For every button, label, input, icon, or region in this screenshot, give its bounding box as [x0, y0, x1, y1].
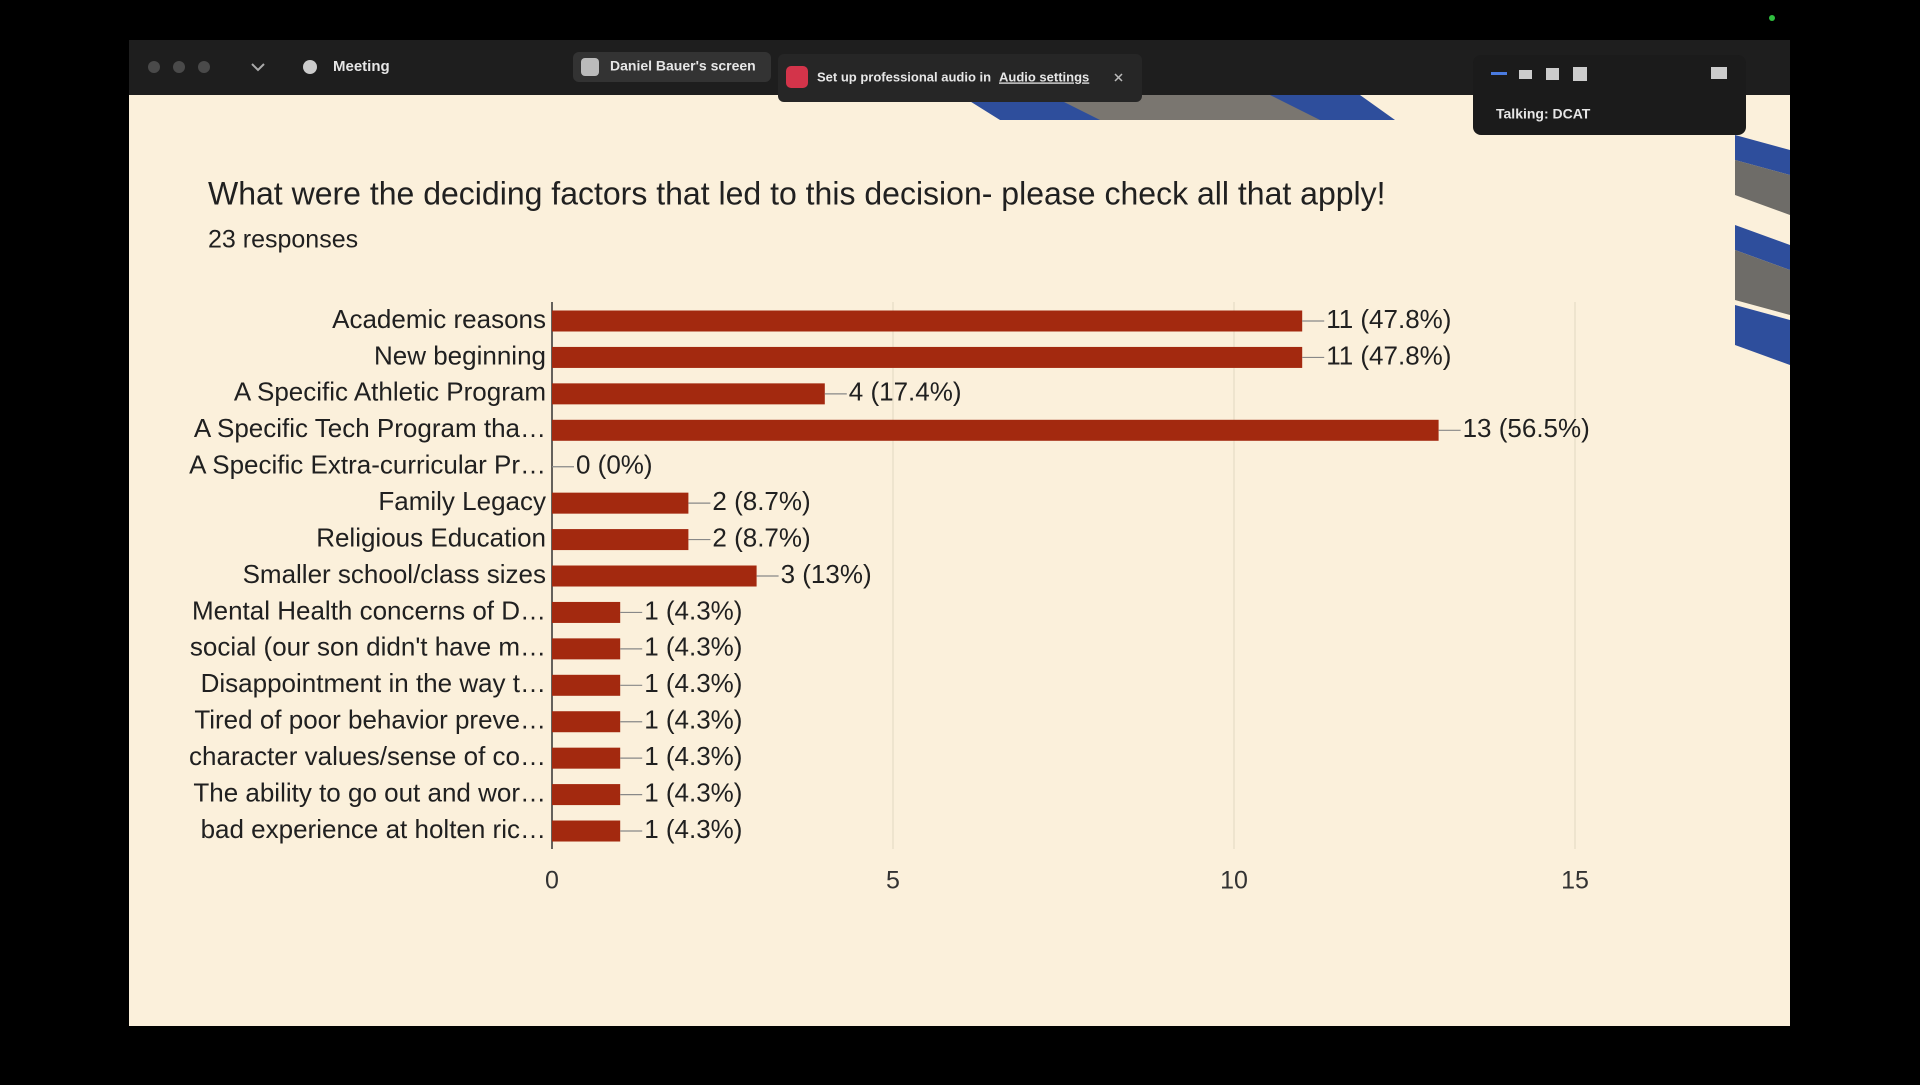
bar: [552, 419, 1439, 441]
bar: [552, 674, 621, 696]
window-zoom[interactable]: [198, 61, 210, 73]
y-tick-label: Family Legacy: [378, 486, 546, 516]
y-tick-label: A Specific Tech Program tha…: [194, 413, 546, 443]
value-label: 4 (17.4%): [849, 377, 962, 407]
notice: [778, 54, 1142, 102]
value-label: 13 (56.5%): [1463, 413, 1590, 443]
window-minimize[interactable]: [173, 61, 185, 73]
share-icon: [581, 58, 599, 76]
y-tick-label: social (our son didn't have m…: [190, 632, 546, 662]
y-tick-label: character values/sense of co…: [189, 741, 546, 771]
meeting-icon: [303, 60, 317, 74]
decor-stripe: [1270, 95, 1395, 120]
value-label: 2 (8.7%): [712, 522, 810, 552]
value-label: 11 (47.8%): [1326, 304, 1451, 334]
x-tick-label: 15: [1561, 867, 1589, 895]
value-label: 0 (0%): [576, 450, 653, 480]
bar: [552, 784, 621, 806]
y-tick-label: Smaller school/class sizes: [243, 559, 546, 589]
bar: [552, 601, 621, 623]
x-tick-label: 0: [545, 867, 559, 895]
value-label: 2 (8.7%): [712, 486, 810, 516]
notice-icon: [786, 66, 808, 88]
share-label: Daniel Bauer's screen: [610, 58, 756, 74]
decor-stripe: [1735, 250, 1790, 315]
notice-link[interactable]: Audio settings: [999, 69, 1089, 84]
notice-text: Set up professional audio in: [817, 69, 991, 84]
share-pill[interactable]: [573, 52, 771, 82]
status-dot: [1769, 15, 1775, 21]
value-label: 3 (13%): [781, 559, 872, 589]
bar: [552, 565, 757, 587]
x-tick-label: 5: [886, 867, 900, 895]
value-label: 1 (4.3%): [644, 777, 742, 807]
y-tick-label: Religious Education: [316, 522, 546, 552]
y-tick-label: Academic reasons: [332, 304, 546, 334]
x-tick-label: 10: [1220, 867, 1248, 895]
view-icon[interactable]: [1519, 70, 1532, 79]
bar: [552, 711, 621, 733]
bar: [552, 820, 621, 842]
decor-stripe: [1735, 160, 1790, 215]
chart-title: What were the deciding factors that led …: [208, 175, 1386, 211]
view-icon[interactable]: [1711, 67, 1727, 79]
value-label: 11 (47.8%): [1326, 340, 1451, 370]
decor-stripe: [1735, 135, 1790, 175]
value-label: 1 (4.3%): [644, 814, 742, 844]
value-label: 1 (4.3%): [644, 632, 742, 662]
y-tick-label: New beginning: [374, 340, 546, 370]
y-tick-label: Disappointment in the way t…: [201, 668, 546, 698]
window-close[interactable]: [148, 61, 160, 73]
decor-stripe: [1735, 305, 1790, 365]
talking-label: Talking: DCAT: [1496, 106, 1591, 122]
value-label: 1 (4.3%): [644, 668, 742, 698]
bar: [552, 346, 1303, 368]
talking-panel: [1473, 55, 1746, 135]
bar: [552, 638, 621, 660]
y-tick-label: The ability to go out and wor…: [193, 777, 546, 807]
decor-stripe: [1735, 225, 1790, 270]
value-label: 1 (4.3%): [644, 595, 742, 625]
value-label: 1 (4.3%): [644, 705, 742, 735]
value-label: 1 (4.3%): [644, 741, 742, 771]
y-tick-label: bad experience at holten ric…: [201, 814, 546, 844]
notice-close[interactable]: [1114, 73, 1123, 82]
bar: [552, 310, 1303, 332]
view-icon[interactable]: [1573, 67, 1587, 81]
meeting-label[interactable]: Meeting: [333, 58, 390, 75]
view-icon[interactable]: [1491, 72, 1507, 75]
y-tick-label: Mental Health concerns of D…: [192, 595, 546, 625]
bar: [552, 492, 689, 514]
bar: [552, 383, 825, 405]
bar: [552, 747, 621, 769]
shared-screen: [129, 95, 1790, 1026]
bar: [552, 529, 689, 551]
chart-subtitle: 23 responses: [208, 226, 358, 254]
view-icon[interactable]: [1546, 68, 1559, 80]
y-tick-label: A Specific Athletic Program: [234, 377, 546, 407]
y-tick-label: A Specific Extra-curricular Pr…: [189, 450, 546, 480]
dropdown-icon[interactable]: [251, 63, 265, 72]
y-tick-label: Tired of poor behavior preve…: [194, 705, 546, 735]
